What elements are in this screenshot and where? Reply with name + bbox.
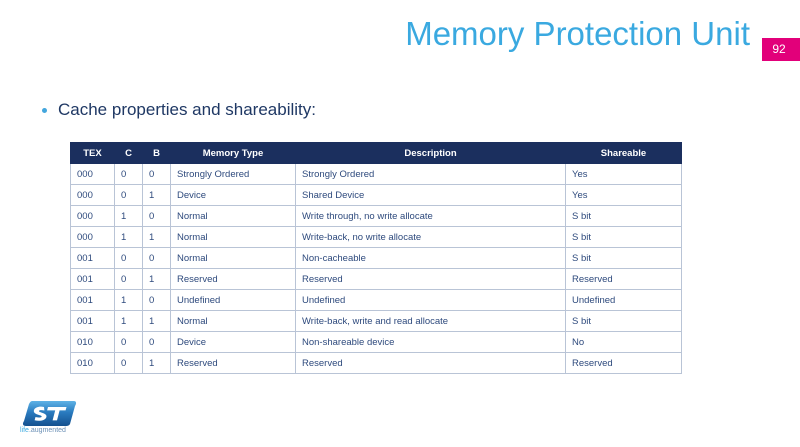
cell-c: 1 [114, 226, 143, 248]
cell-c: 0 [114, 184, 143, 206]
cell-shareable: Yes [565, 163, 682, 185]
cell-b: 0 [142, 331, 171, 353]
cell-shareable: Reserved [565, 268, 682, 290]
cell-tex: 000 [70, 205, 115, 227]
cell-b: 1 [142, 184, 171, 206]
page-title: Memory Protection Unit [405, 15, 750, 52]
cell-c: 0 [114, 352, 143, 374]
cell-description: Write-back, write and read allocate [295, 310, 566, 332]
cell-c: 1 [114, 205, 143, 227]
cell-description: Reserved [295, 352, 566, 374]
cell-b: 1 [142, 352, 171, 374]
cell-memory-type: Strongly Ordered [170, 163, 296, 185]
column-header-description: Description [295, 142, 566, 164]
cell-c: 1 [114, 289, 143, 311]
cell-b: 0 [142, 163, 171, 185]
st-logo-tagline-accent: life [20, 427, 29, 434]
page-number-badge: 92 [762, 38, 800, 61]
table-row: 010 0 0 Device Non-shareable device No [70, 331, 682, 353]
cell-tex: 001 [70, 247, 115, 269]
cell-description: Non-cacheable [295, 247, 566, 269]
cell-c: 0 [114, 268, 143, 290]
table-row: 001 1 1 Normal Write-back, write and rea… [70, 310, 682, 332]
cell-memory-type: Normal [170, 247, 296, 269]
cell-shareable: Yes [565, 184, 682, 206]
cell-shareable: S bit [565, 310, 682, 332]
cell-memory-type: Normal [170, 205, 296, 227]
cell-tex: 000 [70, 184, 115, 206]
table-header-row: TEX C B Memory Type Description Shareabl… [70, 142, 682, 164]
table-row: 000 1 1 Normal Write-back, no write allo… [70, 226, 682, 248]
cell-memory-type: Normal [170, 310, 296, 332]
column-header-shareable: Shareable [565, 142, 682, 164]
cell-b: 1 [142, 226, 171, 248]
table-row: 000 1 0 Normal Write through, no write a… [70, 205, 682, 227]
cell-b: 1 [142, 310, 171, 332]
cell-shareable: Undefined [565, 289, 682, 311]
cell-shareable: S bit [565, 226, 682, 248]
cell-tex: 001 [70, 268, 115, 290]
cell-b: 1 [142, 268, 171, 290]
cell-memory-type: Reserved [170, 352, 296, 374]
bullet-item: Cache properties and shareability: [42, 99, 316, 121]
cell-description: Write-back, no write allocate [295, 226, 566, 248]
cell-tex: 000 [70, 163, 115, 185]
column-header-b: B [142, 142, 171, 164]
cell-b: 0 [142, 205, 171, 227]
column-header-memory-type: Memory Type [170, 142, 296, 164]
cell-tex: 010 [70, 331, 115, 353]
cell-memory-type: Undefined [170, 289, 296, 311]
table-row: 000 0 1 Device Shared Device Yes [70, 184, 682, 206]
cell-description: Shared Device [295, 184, 566, 206]
cache-properties-table: TEX C B Memory Type Description Shareabl… [70, 142, 682, 374]
cell-tex: 000 [70, 226, 115, 248]
cell-memory-type: Normal [170, 226, 296, 248]
cell-c: 0 [114, 163, 143, 185]
st-logo: life.augmented [18, 398, 90, 444]
column-header-tex: TEX [70, 142, 115, 164]
cell-memory-type: Reserved [170, 268, 296, 290]
cell-c: 1 [114, 310, 143, 332]
table-row: 001 0 1 Reserved Reserved Reserved [70, 268, 682, 290]
cell-memory-type: Device [170, 331, 296, 353]
cell-shareable: S bit [565, 205, 682, 227]
column-header-c: C [114, 142, 143, 164]
cell-shareable: S bit [565, 247, 682, 269]
table-row: 010 0 1 Reserved Reserved Reserved [70, 352, 682, 374]
st-logo-tagline: life.augmented [20, 427, 66, 434]
cell-description: Write through, no write allocate [295, 205, 566, 227]
cell-tex: 001 [70, 289, 115, 311]
table-row: 000 0 0 Strongly Ordered Strongly Ordere… [70, 163, 682, 185]
cell-b: 0 [142, 289, 171, 311]
table-body: 000 0 0 Strongly Ordered Strongly Ordere… [70, 163, 682, 374]
cell-tex: 001 [70, 310, 115, 332]
cell-c: 0 [114, 247, 143, 269]
table-row: 001 1 0 Undefined Undefined Undefined [70, 289, 682, 311]
cell-description: Reserved [295, 268, 566, 290]
st-logo-icon [22, 398, 78, 428]
cell-tex: 010 [70, 352, 115, 374]
cell-memory-type: Device [170, 184, 296, 206]
bullet-dot-icon [42, 107, 47, 113]
cell-shareable: Reserved [565, 352, 682, 374]
bullet-item-label: Cache properties and shareability: [58, 100, 316, 119]
cell-description: Strongly Ordered [295, 163, 566, 185]
cell-b: 0 [142, 247, 171, 269]
cell-description: Undefined [295, 289, 566, 311]
table-row: 001 0 0 Normal Non-cacheable S bit [70, 247, 682, 269]
st-logo-tagline-rest: .augmented [28, 427, 66, 434]
cell-description: Non-shareable device [295, 331, 566, 353]
cell-c: 0 [114, 331, 143, 353]
cell-shareable: No [565, 331, 682, 353]
